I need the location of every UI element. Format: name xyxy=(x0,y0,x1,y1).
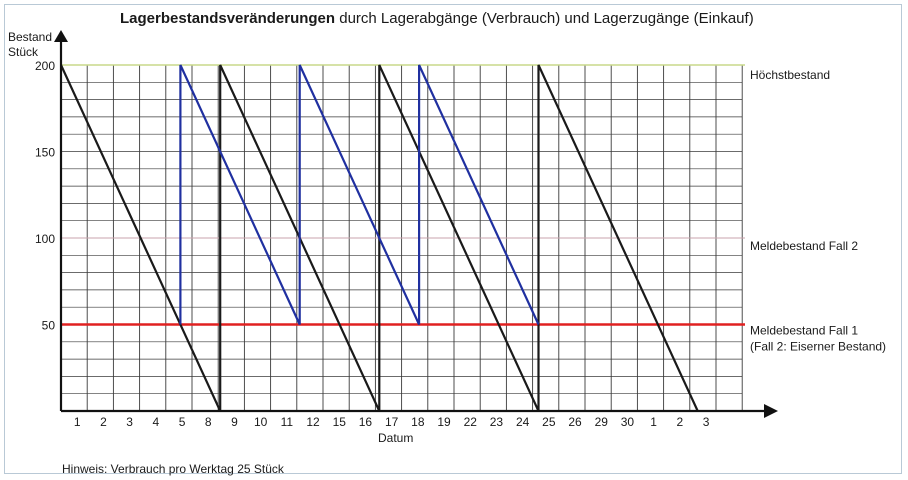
y-tick-label: 150 xyxy=(35,146,55,160)
x-tick-label: 10 xyxy=(254,415,268,429)
y-tick-label: 50 xyxy=(42,319,56,333)
chart-title-bold: Lagerbestandsveränderungen xyxy=(120,10,335,27)
x-tick-label: 16 xyxy=(359,415,373,429)
axes xyxy=(54,30,778,418)
footnote: Hinweis: Verbrauch pro Werktag 25 Stück xyxy=(62,462,285,476)
reference-label: Meldebestand Fall 2 xyxy=(750,239,858,253)
x-tick-label: 2 xyxy=(677,415,684,429)
x-tick-label: 8 xyxy=(205,415,212,429)
y-axis-label-line2: Stück xyxy=(8,45,39,59)
x-tick-label: 1 xyxy=(74,415,81,429)
x-tick-label: 5 xyxy=(179,415,186,429)
x-axis-arrow xyxy=(764,404,778,418)
x-tick-label: 3 xyxy=(703,415,710,429)
x-tick-label: 22 xyxy=(464,415,478,429)
x-tick-label: 9 xyxy=(231,415,238,429)
x-tick-label: 18 xyxy=(411,415,425,429)
x-tick-label: 11 xyxy=(281,415,294,429)
x-tick-label: 3 xyxy=(126,415,133,429)
x-axis-label: Datum xyxy=(378,431,413,445)
reference-lines: Höchstbestand Meldebestand Fall 2 Meldebes… xyxy=(61,64,886,354)
x-tick-label: 19 xyxy=(437,415,451,429)
x-tick-label: 12 xyxy=(306,415,320,429)
x-tick-label: 15 xyxy=(333,415,347,429)
reference-label: Meldebestand Fall 1 xyxy=(750,324,858,338)
x-tick-label: 23 xyxy=(490,415,504,429)
series-group xyxy=(60,64,699,412)
x-tick-label: 2 xyxy=(100,415,107,429)
x-tick-label: 1 xyxy=(650,415,657,429)
chart-frame xyxy=(4,4,902,474)
y-axis-arrow xyxy=(54,30,68,42)
x-tick-label: 4 xyxy=(153,415,160,429)
x-tick-label: 25 xyxy=(542,415,556,429)
reference-label-secondary: (Fall 2: Eiserner Bestand) xyxy=(750,340,886,354)
y-tick-label: 200 xyxy=(35,59,55,73)
reference-label: Höchstbestand xyxy=(750,68,830,82)
x-tick-label: 29 xyxy=(595,415,609,429)
chart-title-rest: durch Lagerabgänge (Verbrauch) und Lager… xyxy=(335,10,754,27)
x-tick-label: 26 xyxy=(568,415,582,429)
x-tick-label: 24 xyxy=(516,415,530,429)
y-tick-label: 100 xyxy=(35,232,55,246)
chart-title: Lagerbestandsveränderungen durch Lagerab… xyxy=(120,10,754,27)
series-line-2 xyxy=(179,64,540,325)
x-tick-label: 17 xyxy=(385,415,399,429)
x-tick-label: 30 xyxy=(621,415,635,429)
y-axis-label-line1: Bestand xyxy=(8,30,52,44)
